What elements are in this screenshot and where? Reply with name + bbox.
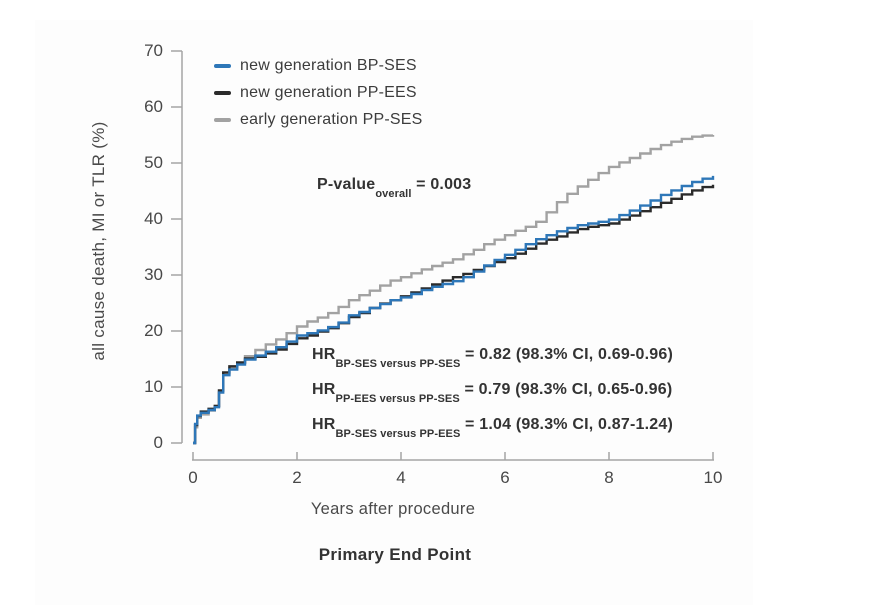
y-axis-title: all cause death, MI or TLR (%) bbox=[89, 121, 108, 361]
hr-annotation: HRPP-EES versus PP-SES = 0.79 (98.3% CI,… bbox=[312, 381, 673, 405]
y-tick-label: 40 bbox=[144, 209, 163, 228]
p-value-prefix: P-value bbox=[317, 176, 376, 193]
y-tick-label: 0 bbox=[153, 433, 163, 452]
legend-label: new generation BP-SES bbox=[240, 56, 417, 74]
legend: new generation BP-SES new generation PP-… bbox=[214, 52, 422, 133]
x-tick-label: 0 bbox=[188, 468, 198, 487]
y-tick-label: 10 bbox=[144, 377, 163, 396]
hr-prefix: HR bbox=[312, 416, 336, 433]
y-tick-label: 30 bbox=[144, 265, 163, 284]
y-tick-label: 60 bbox=[144, 97, 163, 116]
legend-item: early generation PP-SES bbox=[214, 106, 422, 133]
curve-new-generation-bp-ses bbox=[193, 175, 715, 445]
p-value-value: = 0.003 bbox=[411, 176, 472, 193]
hr-subscript: BP-SES versus PP-EES bbox=[335, 428, 461, 441]
chart-title: Primary End Point bbox=[318, 545, 472, 564]
hr-prefix: HR bbox=[312, 381, 336, 398]
figure-panel-background bbox=[35, 20, 753, 605]
y-tick-label: 70 bbox=[144, 41, 163, 60]
hr-subscript: BP-SES versus PP-SES bbox=[335, 358, 461, 371]
p-value-annotation: P-valueoverall = 0.003 bbox=[317, 176, 472, 200]
y-tick-label: 20 bbox=[144, 321, 163, 340]
legend-swatch-pp-ees-icon bbox=[214, 90, 231, 95]
x-tick-label: 4 bbox=[396, 468, 406, 487]
hr-annotation: HRBP-SES versus PP-SES = 0.82 (98.3% CI,… bbox=[312, 346, 673, 370]
x-tick-label: 6 bbox=[500, 468, 510, 487]
hr-annotation: HRBP-SES versus PP-EES = 1.04 (98.3% CI,… bbox=[312, 416, 673, 440]
hr-value: = 1.04 (98.3% CI, 0.87-1.24) bbox=[460, 416, 673, 433]
y-tick-label: 50 bbox=[144, 153, 163, 172]
legend-label: new generation PP-EES bbox=[240, 83, 417, 101]
legend-item: new generation PP-EES bbox=[214, 79, 422, 106]
legend-item: new generation BP-SES bbox=[214, 52, 422, 79]
hr-prefix: HR bbox=[312, 346, 336, 363]
legend-swatch-bp-ses-icon bbox=[214, 63, 231, 68]
x-tick-label: 2 bbox=[292, 468, 302, 487]
p-value-subscript: overall bbox=[375, 188, 412, 201]
legend-label: early generation PP-SES bbox=[240, 110, 423, 128]
hr-subscript: PP-EES versus PP-SES bbox=[335, 393, 460, 406]
x-tick-label: 10 bbox=[703, 468, 723, 487]
hr-value: = 0.79 (98.3% CI, 0.65-0.96) bbox=[459, 381, 673, 398]
x-axis-title: Years after procedure bbox=[310, 500, 476, 518]
x-tick-label: 8 bbox=[604, 468, 614, 487]
legend-swatch-pp-ses-icon bbox=[214, 117, 231, 122]
hr-value: = 0.82 (98.3% CI, 0.69-0.96) bbox=[460, 346, 673, 363]
